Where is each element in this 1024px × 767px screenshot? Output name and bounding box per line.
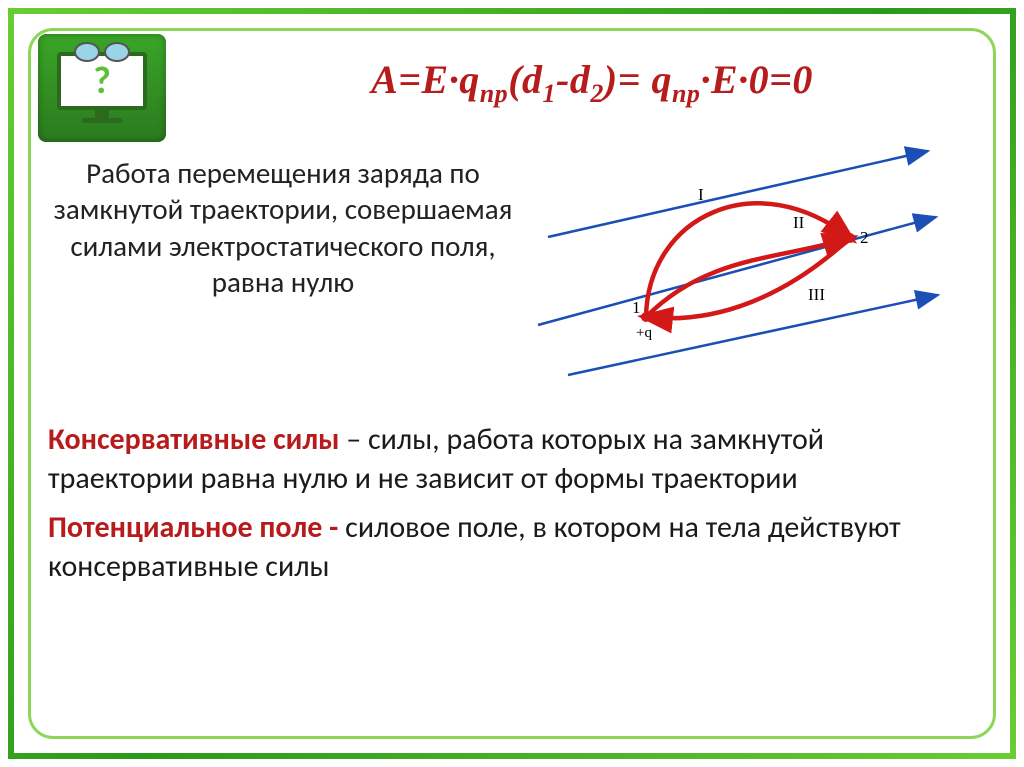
formula-p2: (d: [508, 57, 542, 102]
question-icon-block: ?: [38, 34, 166, 142]
monitor-base: [82, 118, 122, 123]
path-III: [646, 238, 850, 318]
term-potential-field: Потенциальное поле -: [48, 509, 338, 546]
formula-p4: )= q: [604, 57, 672, 102]
label-point-2: 2: [860, 228, 869, 247]
label-q: +q: [636, 325, 652, 341]
formula-p1: A=E·q: [371, 57, 480, 102]
definition-1: Консервативные силы – силы, работа котор…: [48, 420, 976, 498]
definitions-block: Консервативные силы – силы, работа котор…: [48, 420, 976, 596]
middle-row: Работа перемещения заряда по замкнутой т…: [48, 155, 976, 385]
formula-sub1: пр: [480, 79, 508, 108]
label-point-1: 1: [632, 298, 641, 317]
definition-2: Потенциальное поле - силовое поле, в кот…: [48, 508, 976, 586]
goggles-icon: [74, 42, 130, 58]
label-I: I: [698, 185, 704, 204]
field-line-3: [568, 295, 938, 375]
formula-sub4: пр: [672, 79, 700, 108]
term-conservative: Консервативные силы: [48, 421, 339, 458]
label-II: II: [793, 213, 805, 232]
screen-icon: ?: [57, 52, 147, 110]
diagram-svg: I II III 1 2 +q: [528, 145, 948, 395]
point-2: [845, 233, 855, 243]
statement-paragraph: Работа перемещения заряда по замкнутой т…: [48, 155, 518, 300]
question-mark: ?: [93, 58, 111, 104]
formula-p3: -d: [556, 57, 590, 102]
formula-sub3: 2: [590, 79, 604, 108]
main-formula: A=E·qпр(d1-d2)= qпр·E·0=0: [200, 56, 984, 109]
label-III: III: [808, 285, 825, 304]
field-paths-diagram: I II III 1 2 +q: [528, 155, 948, 385]
monitor-icon: ?: [57, 52, 147, 124]
formula-p5: ·E·0=0: [700, 57, 812, 102]
point-1: [641, 312, 651, 322]
field-line-1: [548, 151, 928, 237]
monitor-stand: [95, 110, 109, 118]
formula-sub2: 1: [543, 79, 557, 108]
